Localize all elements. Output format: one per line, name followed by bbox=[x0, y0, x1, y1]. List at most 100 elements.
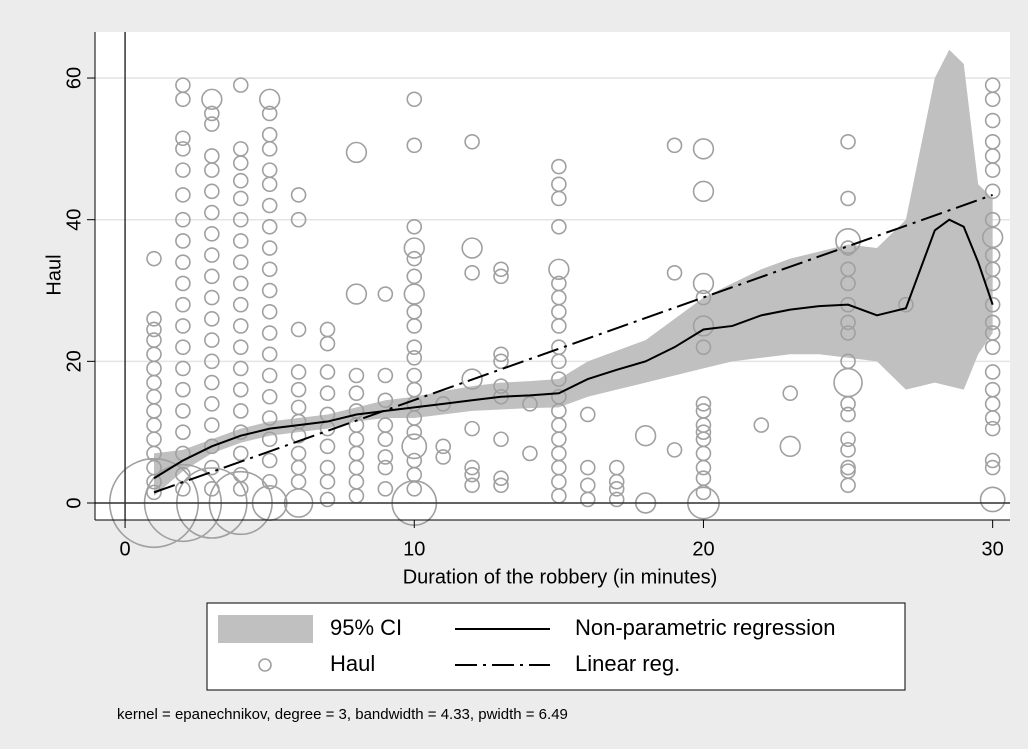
haul-point bbox=[175, 275, 191, 292]
haul-point bbox=[377, 392, 394, 409]
haul-point bbox=[232, 381, 249, 398]
haul-point bbox=[290, 187, 307, 203]
haul-point bbox=[146, 311, 162, 327]
haul-point bbox=[493, 261, 509, 278]
haul-point bbox=[175, 381, 191, 398]
haul-point bbox=[608, 473, 625, 490]
haul-point bbox=[204, 332, 220, 348]
haul-point bbox=[695, 459, 712, 476]
haul-point bbox=[840, 442, 856, 458]
haul-point bbox=[319, 335, 336, 352]
haul-point bbox=[840, 396, 856, 412]
legend-box bbox=[206, 602, 906, 691]
haul-point bbox=[406, 91, 423, 108]
haul-point bbox=[204, 459, 220, 476]
haul-point bbox=[406, 350, 423, 366]
haul-point bbox=[204, 396, 220, 412]
haul-point bbox=[695, 289, 712, 306]
haul-point bbox=[840, 314, 856, 331]
haul-point bbox=[348, 367, 365, 384]
haul-point bbox=[984, 162, 1001, 178]
haul-point bbox=[175, 187, 191, 203]
haul-point bbox=[406, 268, 423, 285]
haul-point bbox=[666, 137, 683, 154]
haul-point bbox=[984, 314, 1001, 331]
regression-line bbox=[153, 218, 994, 480]
haul-point bbox=[232, 424, 249, 440]
haul-point bbox=[461, 368, 483, 390]
haul-point bbox=[753, 417, 770, 433]
haul-point bbox=[493, 353, 509, 370]
haul-point bbox=[146, 250, 162, 267]
haul-point bbox=[984, 91, 1001, 108]
haul-point bbox=[175, 130, 191, 147]
haul-point bbox=[377, 367, 394, 384]
haul-point bbox=[406, 137, 423, 154]
haul-point bbox=[261, 431, 278, 448]
haul-point bbox=[290, 427, 307, 444]
x-tick-label: 30 bbox=[982, 538, 1004, 560]
y-tick-label: 40 bbox=[63, 209, 85, 231]
haul-point bbox=[261, 105, 278, 122]
haul-point bbox=[522, 396, 538, 412]
haul-point bbox=[146, 321, 162, 338]
legend-label: Haul bbox=[330, 651, 375, 676]
haul-point bbox=[779, 435, 801, 458]
haul-point bbox=[840, 477, 856, 494]
haul-point bbox=[201, 88, 223, 110]
ci-band bbox=[153, 49, 993, 496]
haul-point bbox=[692, 315, 715, 337]
haul-point bbox=[232, 360, 249, 377]
legend-label: Linear reg. bbox=[575, 651, 680, 676]
haul-point bbox=[840, 431, 856, 448]
haul-point bbox=[258, 88, 281, 110]
haul-point bbox=[984, 211, 1001, 228]
haul-point bbox=[204, 183, 220, 200]
haul-point bbox=[204, 374, 220, 391]
haul-point bbox=[204, 247, 220, 263]
haul-point bbox=[435, 438, 451, 455]
haul-point bbox=[579, 406, 596, 423]
haul-point bbox=[204, 204, 220, 221]
haul-point bbox=[290, 321, 307, 338]
haul-point bbox=[493, 346, 509, 363]
legend-swatch bbox=[218, 615, 313, 643]
haul-point bbox=[551, 353, 567, 370]
y-tick-label: 20 bbox=[63, 350, 85, 372]
haul-point bbox=[175, 360, 191, 377]
haul-point bbox=[551, 318, 567, 334]
haul-point bbox=[261, 367, 278, 384]
haul-point bbox=[232, 155, 249, 171]
y-tick-label: 0 bbox=[63, 497, 85, 508]
haul-point bbox=[290, 381, 307, 398]
haul-point bbox=[782, 385, 799, 402]
haul-point bbox=[464, 265, 480, 281]
haul-point bbox=[232, 445, 249, 462]
haul-point bbox=[634, 425, 657, 447]
haul-point bbox=[464, 133, 480, 150]
haul-point bbox=[548, 258, 570, 280]
haul-point bbox=[204, 105, 220, 122]
haul-point bbox=[146, 484, 162, 501]
haul-point bbox=[493, 477, 509, 494]
haul-point bbox=[232, 275, 249, 292]
haul-point bbox=[666, 265, 683, 281]
haul-point bbox=[692, 180, 715, 203]
haul-point bbox=[319, 364, 336, 380]
haul-point bbox=[232, 233, 249, 249]
haul-point bbox=[984, 452, 1001, 469]
haul-point bbox=[232, 339, 249, 355]
haul-point bbox=[204, 353, 220, 370]
haul-point bbox=[403, 237, 425, 259]
haul-point bbox=[175, 254, 191, 270]
haul-point bbox=[319, 438, 336, 455]
haul-point bbox=[232, 172, 249, 189]
haul-point bbox=[232, 296, 249, 313]
haul-point bbox=[406, 250, 423, 267]
haul-point bbox=[406, 339, 423, 355]
haul-point bbox=[261, 303, 278, 320]
haul-point bbox=[551, 190, 567, 207]
haul-point bbox=[232, 254, 249, 270]
x-tick-label: 0 bbox=[120, 538, 131, 560]
